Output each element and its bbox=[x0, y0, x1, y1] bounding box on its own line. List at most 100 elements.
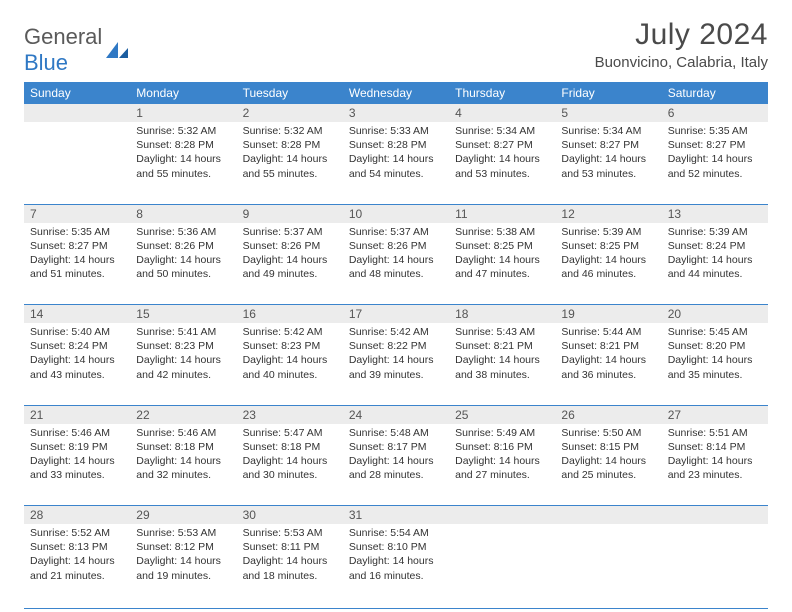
sunset-label: Sunset: 8:27 PM bbox=[668, 138, 762, 152]
sunrise-label: Sunrise: 5:42 AM bbox=[243, 325, 337, 339]
day-content: Sunrise: 5:42 AMSunset: 8:22 PMDaylight:… bbox=[343, 323, 449, 386]
sunset-label: Sunset: 8:27 PM bbox=[561, 138, 655, 152]
day-content: Sunrise: 5:39 AMSunset: 8:25 PMDaylight:… bbox=[555, 223, 661, 286]
daylight-label: Daylight: 14 hours and 42 minutes. bbox=[136, 353, 230, 381]
sunrise-label: Sunrise: 5:52 AM bbox=[30, 526, 124, 540]
logo-sail-icon bbox=[104, 40, 130, 60]
daylight-label: Daylight: 14 hours and 43 minutes. bbox=[30, 353, 124, 381]
sunrise-label: Sunrise: 5:40 AM bbox=[30, 325, 124, 339]
daylight-label: Daylight: 14 hours and 28 minutes. bbox=[349, 454, 443, 482]
weekday-header: Sunday bbox=[24, 82, 130, 104]
day-cell: Sunrise: 5:43 AMSunset: 8:21 PMDaylight:… bbox=[449, 323, 555, 405]
day-number: 25 bbox=[449, 405, 555, 424]
day-content: Sunrise: 5:41 AMSunset: 8:23 PMDaylight:… bbox=[130, 323, 236, 386]
sunrise-label: Sunrise: 5:44 AM bbox=[561, 325, 655, 339]
sunrise-label: Sunrise: 5:34 AM bbox=[455, 124, 549, 138]
day-cell: Sunrise: 5:34 AMSunset: 8:27 PMDaylight:… bbox=[449, 122, 555, 204]
sunset-label: Sunset: 8:25 PM bbox=[455, 239, 549, 253]
sunrise-label: Sunrise: 5:34 AM bbox=[561, 124, 655, 138]
day-number bbox=[24, 104, 130, 122]
sunset-label: Sunset: 8:24 PM bbox=[668, 239, 762, 253]
daylight-label: Daylight: 14 hours and 52 minutes. bbox=[668, 152, 762, 180]
daylight-label: Daylight: 14 hours and 21 minutes. bbox=[30, 554, 124, 582]
weekday-header: Wednesday bbox=[343, 82, 449, 104]
day-cell: Sunrise: 5:39 AMSunset: 8:25 PMDaylight:… bbox=[555, 223, 661, 305]
day-content: Sunrise: 5:39 AMSunset: 8:24 PMDaylight:… bbox=[662, 223, 768, 286]
week-row: Sunrise: 5:32 AMSunset: 8:28 PMDaylight:… bbox=[24, 122, 768, 204]
daynum-row: 21222324252627 bbox=[24, 405, 768, 424]
day-cell: Sunrise: 5:54 AMSunset: 8:10 PMDaylight:… bbox=[343, 524, 449, 608]
day-content: Sunrise: 5:33 AMSunset: 8:28 PMDaylight:… bbox=[343, 122, 449, 185]
day-cell: Sunrise: 5:51 AMSunset: 8:14 PMDaylight:… bbox=[662, 424, 768, 506]
header: General Blue July 2024 Buonvicino, Calab… bbox=[24, 18, 768, 76]
sunset-label: Sunset: 8:10 PM bbox=[349, 540, 443, 554]
day-number: 11 bbox=[449, 204, 555, 223]
week-row: Sunrise: 5:40 AMSunset: 8:24 PMDaylight:… bbox=[24, 323, 768, 405]
day-content: Sunrise: 5:53 AMSunset: 8:11 PMDaylight:… bbox=[237, 524, 343, 587]
day-cell: Sunrise: 5:32 AMSunset: 8:28 PMDaylight:… bbox=[237, 122, 343, 204]
sunset-label: Sunset: 8:23 PM bbox=[136, 339, 230, 353]
sunrise-label: Sunrise: 5:48 AM bbox=[349, 426, 443, 440]
daynum-row: 78910111213 bbox=[24, 204, 768, 223]
daylight-label: Daylight: 14 hours and 55 minutes. bbox=[243, 152, 337, 180]
title-block: July 2024 Buonvicino, Calabria, Italy bbox=[595, 18, 768, 71]
day-content: Sunrise: 5:35 AMSunset: 8:27 PMDaylight:… bbox=[24, 223, 130, 286]
day-cell: Sunrise: 5:37 AMSunset: 8:26 PMDaylight:… bbox=[343, 223, 449, 305]
weekday-header: Friday bbox=[555, 82, 661, 104]
day-number: 23 bbox=[237, 405, 343, 424]
week-row: Sunrise: 5:52 AMSunset: 8:13 PMDaylight:… bbox=[24, 524, 768, 608]
day-content: Sunrise: 5:50 AMSunset: 8:15 PMDaylight:… bbox=[555, 424, 661, 487]
day-cell: Sunrise: 5:53 AMSunset: 8:12 PMDaylight:… bbox=[130, 524, 236, 608]
day-cell: Sunrise: 5:39 AMSunset: 8:24 PMDaylight:… bbox=[662, 223, 768, 305]
day-number: 21 bbox=[24, 405, 130, 424]
day-number bbox=[449, 506, 555, 525]
daylight-label: Daylight: 14 hours and 55 minutes. bbox=[136, 152, 230, 180]
sunset-label: Sunset: 8:21 PM bbox=[561, 339, 655, 353]
day-cell: Sunrise: 5:37 AMSunset: 8:26 PMDaylight:… bbox=[237, 223, 343, 305]
week-row: Sunrise: 5:46 AMSunset: 8:19 PMDaylight:… bbox=[24, 424, 768, 506]
daylight-label: Daylight: 14 hours and 44 minutes. bbox=[668, 253, 762, 281]
sunset-label: Sunset: 8:14 PM bbox=[668, 440, 762, 454]
day-cell bbox=[24, 122, 130, 204]
daylight-label: Daylight: 14 hours and 53 minutes. bbox=[455, 152, 549, 180]
day-number: 5 bbox=[555, 104, 661, 122]
sunset-label: Sunset: 8:27 PM bbox=[455, 138, 549, 152]
day-number: 19 bbox=[555, 305, 661, 324]
day-cell: Sunrise: 5:32 AMSunset: 8:28 PMDaylight:… bbox=[130, 122, 236, 204]
day-content: Sunrise: 5:47 AMSunset: 8:18 PMDaylight:… bbox=[237, 424, 343, 487]
month-title: July 2024 bbox=[595, 18, 768, 52]
daynum-row: 123456 bbox=[24, 104, 768, 122]
page: General Blue July 2024 Buonvicino, Calab… bbox=[0, 0, 792, 609]
sunset-label: Sunset: 8:18 PM bbox=[243, 440, 337, 454]
day-content: Sunrise: 5:45 AMSunset: 8:20 PMDaylight:… bbox=[662, 323, 768, 386]
day-cell: Sunrise: 5:42 AMSunset: 8:23 PMDaylight:… bbox=[237, 323, 343, 405]
daylight-label: Daylight: 14 hours and 40 minutes. bbox=[243, 353, 337, 381]
day-cell: Sunrise: 5:36 AMSunset: 8:26 PMDaylight:… bbox=[130, 223, 236, 305]
day-number: 12 bbox=[555, 204, 661, 223]
sunrise-label: Sunrise: 5:53 AM bbox=[136, 526, 230, 540]
week-row: Sunrise: 5:35 AMSunset: 8:27 PMDaylight:… bbox=[24, 223, 768, 305]
day-cell: Sunrise: 5:41 AMSunset: 8:23 PMDaylight:… bbox=[130, 323, 236, 405]
sunset-label: Sunset: 8:28 PM bbox=[243, 138, 337, 152]
day-cell: Sunrise: 5:38 AMSunset: 8:25 PMDaylight:… bbox=[449, 223, 555, 305]
day-number: 24 bbox=[343, 405, 449, 424]
sunset-label: Sunset: 8:26 PM bbox=[349, 239, 443, 253]
day-cell: Sunrise: 5:33 AMSunset: 8:28 PMDaylight:… bbox=[343, 122, 449, 204]
day-content: Sunrise: 5:54 AMSunset: 8:10 PMDaylight:… bbox=[343, 524, 449, 587]
daylight-label: Daylight: 14 hours and 18 minutes. bbox=[243, 554, 337, 582]
sunrise-label: Sunrise: 5:50 AM bbox=[561, 426, 655, 440]
daylight-label: Daylight: 14 hours and 35 minutes. bbox=[668, 353, 762, 381]
sunset-label: Sunset: 8:15 PM bbox=[561, 440, 655, 454]
daylight-label: Daylight: 14 hours and 27 minutes. bbox=[455, 454, 549, 482]
day-content: Sunrise: 5:46 AMSunset: 8:18 PMDaylight:… bbox=[130, 424, 236, 487]
day-content: Sunrise: 5:44 AMSunset: 8:21 PMDaylight:… bbox=[555, 323, 661, 386]
day-cell: Sunrise: 5:44 AMSunset: 8:21 PMDaylight:… bbox=[555, 323, 661, 405]
sunrise-label: Sunrise: 5:36 AM bbox=[136, 225, 230, 239]
day-cell: Sunrise: 5:45 AMSunset: 8:20 PMDaylight:… bbox=[662, 323, 768, 405]
logo-word-2: Blue bbox=[24, 50, 68, 75]
daylight-label: Daylight: 14 hours and 25 minutes. bbox=[561, 454, 655, 482]
day-cell: Sunrise: 5:53 AMSunset: 8:11 PMDaylight:… bbox=[237, 524, 343, 608]
daylight-label: Daylight: 14 hours and 49 minutes. bbox=[243, 253, 337, 281]
sunrise-label: Sunrise: 5:43 AM bbox=[455, 325, 549, 339]
sunrise-label: Sunrise: 5:49 AM bbox=[455, 426, 549, 440]
